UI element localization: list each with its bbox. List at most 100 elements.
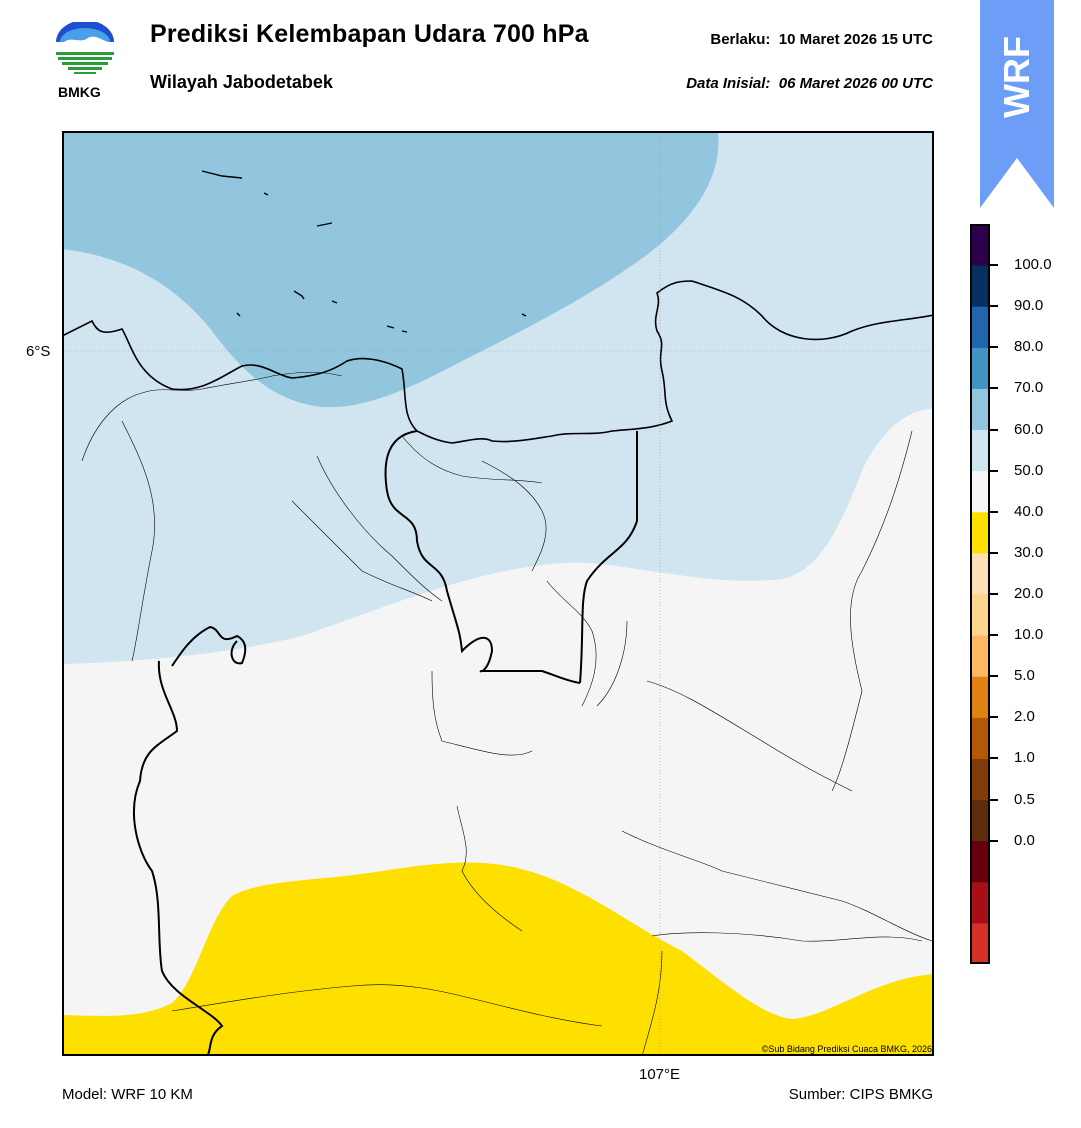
colorbar-swatch [970,676,990,718]
colorbar-tick [990,839,998,842]
colorbar-tick [990,675,998,678]
map-frame [62,131,934,1056]
regional-boundary [651,932,923,942]
regional-boundary [641,950,663,1056]
colorbar-tick [990,798,998,801]
colorbar-label: 2.0 [1014,708,1035,726]
colorbar-tick [990,510,998,513]
regional-boundary [456,805,523,932]
colorbar-swatch [970,429,990,472]
colorbar-tick [990,593,998,595]
chart-title: Prediksi Kelembapan Udara 700 hPa [150,20,589,48]
init-time: Data Inisial: 06 Maret 2026 00 UTC [686,75,933,92]
colorbar-swatch [970,265,990,307]
island [401,330,408,333]
colorbar-swatch [970,347,990,389]
colorbar-tick [990,264,998,267]
colorbar-tick [990,551,998,554]
humidity-zone-70-80 [62,131,719,408]
regional-boundary [171,984,603,1027]
regional-boundary [546,580,597,707]
colorbar-swatch [970,552,990,595]
regional-boundary [481,460,547,572]
colorbar-tick [990,428,998,431]
regional-boundary [831,430,913,792]
colorbar-swatch [970,511,990,554]
colorbar-label: 20.0 [1014,585,1044,602]
colorbar-label: 10.0 [1014,626,1044,644]
regional-boundary [401,435,543,484]
colorbar-tick [990,757,998,760]
island [316,222,333,227]
island [386,325,395,329]
colorbar-swatch [970,840,990,883]
colorbar-swatch [970,306,990,348]
humidity-map: ©Sub Bidang Prediksi Cuaca BMKG, 2026 [62,131,934,1056]
colorbar-label: 5.0 [1014,667,1035,685]
island [521,313,527,317]
lat-label: 6°S [26,343,51,360]
colorbar-label: 0.5 [1014,790,1035,808]
source-label: Sumber: CIPS BMKG [788,1086,933,1103]
island [236,312,241,317]
valid-label: Berlaku: [710,31,771,48]
regional-boundary [81,371,343,462]
model-label: Model: WRF 10 KM [62,1086,193,1103]
lon-label: 107°E [639,1066,681,1083]
colorbar-label: 40.0 [1014,502,1044,520]
coastline [62,280,934,444]
colorbar-swatch [970,758,990,801]
bmkg-logo [54,20,116,82]
island [331,300,338,304]
colorbar-swatch [970,470,990,513]
island [293,290,305,300]
colorbar-swatch [970,717,990,759]
colorbar-swatch [970,922,990,964]
colorbar-label: 80.0 [1014,338,1044,356]
regional-boundary [291,500,433,602]
init-value: 06 Maret 2026 00 UTC [778,75,933,92]
regional-boundary [316,455,443,602]
colorbar-label: 50.0 [1014,461,1044,479]
humidity-zone-30-40 [62,862,934,1056]
province-boundary [133,660,224,1056]
regional-boundary [121,420,155,662]
colorbar-label: 60.0 [1014,420,1044,438]
colorbar-swatch [970,224,990,266]
chart-subtitle: Wilayah Jabodetabek [150,72,333,92]
valid-time: Berlaku: 10 Maret 2026 15 UTC [710,31,933,48]
province-boundary [171,625,247,667]
valid-value: 10 Maret 2026 15 UTC [778,31,933,48]
province-boundary [384,430,581,684]
colorbar-swatch [970,799,990,842]
colorbar-label: 100.0 [1014,256,1052,274]
colorbar-swatch [970,635,990,677]
island [263,192,269,196]
colorbar-label: 90.0 [1014,297,1044,315]
colorbar-swatch [970,881,990,924]
map-credit: ©Sub Bidang Prediksi Cuaca BMKG, 2026 [761,1044,932,1054]
colorbar [970,224,990,964]
colorbar-tick [990,469,998,472]
colorbar-tick [990,387,998,390]
colorbar-tick [990,346,998,349]
regional-boundary [431,670,533,756]
init-label: Data Inisial: [686,75,771,92]
colorbar-tick [990,716,998,719]
regional-boundary [621,830,933,942]
regional-boundary [646,680,853,792]
regional-boundary [596,620,628,707]
wrf-badge-text: WRF [996,36,1037,118]
colorbar-label: 0.0 [1014,831,1035,849]
colorbar-swatch [970,388,990,431]
colorbar-label: 70.0 [1014,379,1044,397]
colorbar-tick [990,305,998,308]
colorbar-label: 1.0 [1014,749,1035,767]
wrf-badge: WRF [980,0,1054,208]
logo-text: BMKG [58,84,101,100]
island [201,170,243,179]
colorbar-swatch [970,594,990,636]
colorbar-tick [990,634,998,637]
province-boundary [579,431,638,684]
colorbar-label: 30.0 [1014,543,1044,561]
